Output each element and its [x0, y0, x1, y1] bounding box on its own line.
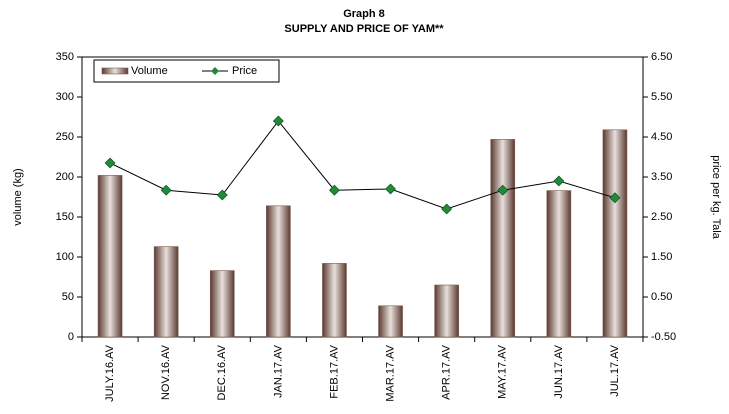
- price-marker: [272, 115, 284, 127]
- y-tick-label: 50: [62, 291, 74, 303]
- y-tick-label: 150: [56, 211, 74, 223]
- bar: [490, 139, 516, 338]
- legend-marker: [211, 67, 219, 75]
- price-marker: [160, 184, 172, 196]
- bar: [322, 263, 347, 338]
- bar: [97, 175, 123, 338]
- legend-swatch: [101, 67, 129, 75]
- price-line: [109, 120, 616, 210]
- legend-label: Price: [232, 65, 257, 77]
- price-marker: [497, 184, 509, 196]
- price-marker: [104, 157, 116, 169]
- price-marker: [553, 175, 565, 187]
- y2-tick-label: -0.50: [651, 331, 676, 343]
- y2-tick-label: 4.50: [651, 131, 672, 143]
- y2-tick-label: 1.50: [651, 251, 672, 263]
- price-marker: [329, 184, 340, 196]
- x-tick-label: APR.17.AV: [441, 344, 453, 399]
- bar: [153, 246, 179, 338]
- y2-tick-label: 0.50: [651, 291, 672, 303]
- bar: [602, 129, 628, 338]
- y-tick-label: 100: [56, 251, 74, 263]
- x-tick-label: JAN.17.AV: [272, 344, 284, 398]
- y2-axis-label: price per kg. Tala: [710, 155, 722, 239]
- x-tick-label: JUL.17.AV: [609, 344, 621, 396]
- y2-tick-label: 2.50: [651, 211, 672, 223]
- price-marker: [216, 189, 228, 201]
- y-tick-label: 300: [56, 91, 74, 103]
- x-tick-label: MAY.17.AV: [497, 344, 509, 398]
- y-tick-label: 350: [56, 51, 74, 63]
- price-marker: [441, 203, 453, 215]
- legend-label: Volume: [131, 65, 168, 77]
- y2-tick-label: 5.50: [651, 91, 672, 103]
- chart-subtitle: SUPPLY AND PRICE OF YAM**: [284, 23, 444, 35]
- y2-tick-label: 6.50: [651, 51, 672, 63]
- bar: [266, 205, 291, 338]
- y-tick-label: 250: [56, 131, 74, 143]
- bar: [209, 270, 235, 338]
- x-tick-label: JUN.17.AV: [553, 344, 565, 398]
- x-tick-label: NOV.16.AV: [160, 344, 172, 400]
- bar: [546, 190, 572, 338]
- legend-box: [93, 59, 280, 83]
- price-marker: [609, 192, 621, 204]
- y2-tick-label: 3.50: [651, 171, 672, 183]
- price-marker: [385, 183, 396, 195]
- chart-title: Graph 8: [343, 8, 385, 20]
- y-tick-label: 0: [68, 331, 74, 343]
- x-tick-label: JULY.16.AV: [104, 344, 116, 402]
- x-tick-label: FEB.17.AV: [328, 344, 340, 398]
- y-tick-label: 200: [56, 171, 74, 183]
- y-axis-label: volume (kg): [12, 168, 24, 225]
- bar: [434, 284, 459, 338]
- bar: [378, 305, 403, 338]
- x-tick-label: MAR.17.AV: [384, 344, 396, 401]
- x-tick-label: DEC.16.AV: [216, 344, 228, 400]
